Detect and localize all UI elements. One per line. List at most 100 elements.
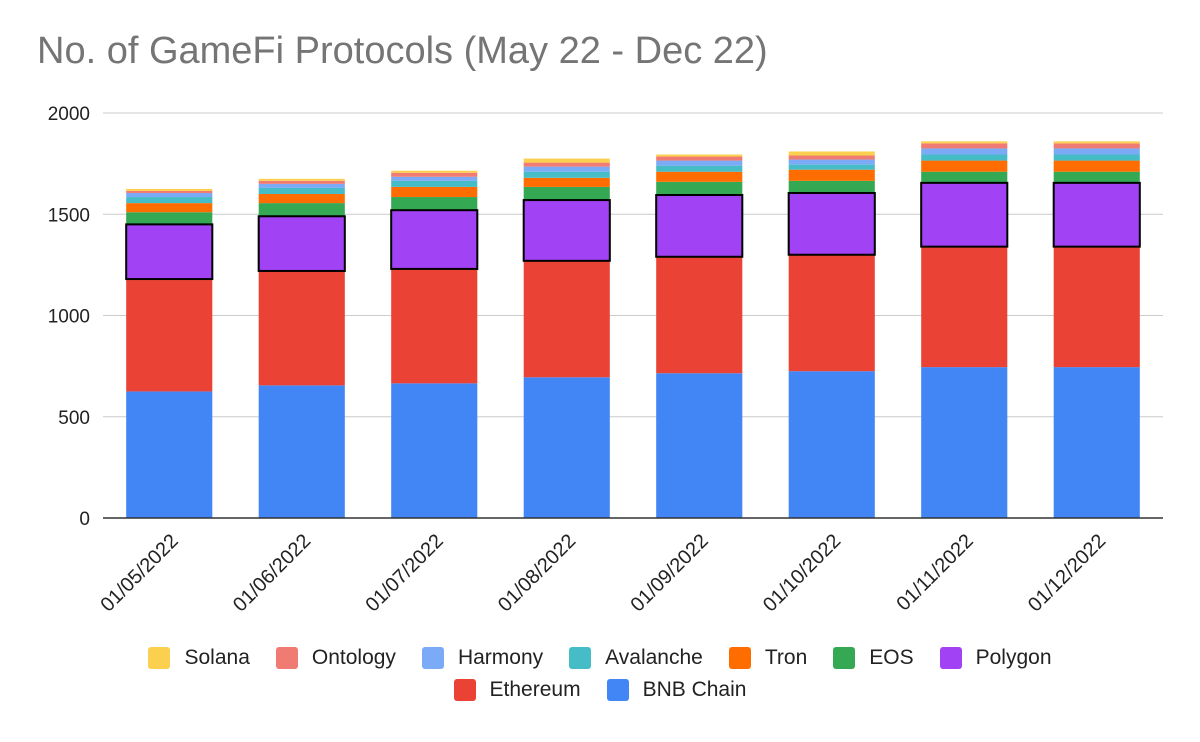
x-tick-label: 01/06/2022 xyxy=(229,530,315,616)
bar-segment-harmony xyxy=(391,176,478,181)
bar-segment-avalanche xyxy=(1053,154,1140,161)
bar-segment-polygon xyxy=(126,224,213,280)
bar-segment-tron xyxy=(788,169,875,181)
bar-segment-ethereum xyxy=(788,254,875,372)
x-tick-label: 01/09/2022 xyxy=(626,530,712,616)
bar-segment-eos xyxy=(523,186,610,201)
bar-segment-tron xyxy=(1053,160,1140,172)
bar-segment-bnb-chain xyxy=(126,391,213,518)
bar-segment-outline xyxy=(522,199,611,262)
bar-segment-avalanche xyxy=(126,197,213,204)
bar-segment-solana xyxy=(391,170,478,173)
bar-segment-ethereum xyxy=(921,246,1008,368)
bar-segment-eos xyxy=(1053,171,1140,183)
bar-segment-eos xyxy=(921,171,1008,183)
bar-segment-tron xyxy=(391,186,478,198)
bar-segment-solana xyxy=(126,188,213,191)
bar-segment-ontology xyxy=(126,190,213,193)
legend-swatch xyxy=(606,679,629,701)
x-tick-label: 01/12/2022 xyxy=(1024,530,1110,616)
bar-segment-ethereum xyxy=(126,279,213,392)
bar-segment-outline xyxy=(125,223,214,281)
legend-label: Solana xyxy=(184,646,250,669)
bar-segment-eos xyxy=(126,212,213,225)
legend-item-eos: EOS xyxy=(833,646,914,670)
bar-segment-bnb-chain xyxy=(523,377,610,518)
legend-item-harmony: Harmony xyxy=(421,646,543,670)
bar-segment-harmony xyxy=(258,183,345,188)
legend-label: Avalanche xyxy=(605,646,703,669)
bar-segment-ontology xyxy=(391,172,478,177)
y-tick-label: 2000 xyxy=(48,104,90,125)
legend-label: Polygon xyxy=(975,646,1052,669)
legend-label: Ethereum xyxy=(489,678,581,701)
legend-swatch xyxy=(833,647,856,669)
bar-segment-avalanche xyxy=(656,165,743,172)
legend-swatch xyxy=(275,647,298,669)
bar-segment-outline xyxy=(787,191,876,256)
bar-segment-solana xyxy=(921,141,1008,144)
bar-segment-ethereum xyxy=(1053,246,1140,368)
bar-segment-ontology xyxy=(523,162,610,167)
bar-segment-tron xyxy=(921,160,1008,172)
bar-segment-solana xyxy=(258,178,345,181)
legend-swatch xyxy=(939,647,962,669)
chart-title: No. of GameFi Protocols (May 22 - Dec 22… xyxy=(37,30,768,72)
y-tick-label: 1500 xyxy=(48,205,90,226)
legend-swatch xyxy=(569,647,592,669)
legend-item-bnb-chain: BNB Chain xyxy=(606,678,747,702)
bar-segment-polygon xyxy=(1053,182,1140,247)
bar-segment-eos xyxy=(258,203,345,217)
bar-segment-bnb-chain xyxy=(656,373,743,518)
bar-segment-ethereum xyxy=(391,268,478,384)
bars xyxy=(126,141,1140,518)
legend-swatch xyxy=(453,679,476,701)
bar-segment-ethereum xyxy=(258,270,345,386)
bar-segment-tron xyxy=(258,194,345,204)
bar-segment-tron xyxy=(656,171,743,182)
bar-segment-ethereum xyxy=(656,256,743,374)
legend-item-ethereum: Ethereum xyxy=(453,678,581,702)
y-tick-label: 0 xyxy=(79,509,90,530)
legend-item-avalanche: Avalanche xyxy=(569,646,703,670)
highlight-outlines xyxy=(125,181,1141,281)
legend-swatch xyxy=(148,647,171,669)
x-tick-label: 01/05/2022 xyxy=(96,530,182,616)
bar-segment-harmony xyxy=(126,192,213,198)
bar-segment-avalanche xyxy=(391,180,478,187)
legend-swatch xyxy=(728,647,751,669)
bar-segment-eos xyxy=(391,197,478,211)
bar-segment-avalanche xyxy=(921,154,1008,161)
legend-item-solana: Solana xyxy=(148,646,250,670)
bar-segment-eos xyxy=(656,181,743,196)
bar-segment-tron xyxy=(523,177,610,187)
bar-segment-polygon xyxy=(523,200,610,261)
bar-segment-ontology xyxy=(921,143,1008,149)
bar-segment-tron xyxy=(126,203,213,213)
x-tick-label: 01/10/2022 xyxy=(759,530,845,616)
y-tick-label: 1000 xyxy=(48,307,90,328)
legend-item-ontology: Ontology xyxy=(275,646,396,670)
legend-row: Solana Ontology Harmony Avalanche Tron EOS Pol… xyxy=(0,646,1200,670)
bar-segment-polygon xyxy=(391,210,478,269)
bar-segment-harmony xyxy=(523,166,610,172)
bar-segment-harmony xyxy=(921,148,1008,155)
bar-segment-outline xyxy=(655,194,744,258)
legend-row: Ethereum BNB Chain xyxy=(0,678,1200,702)
bar-segment-eos xyxy=(788,180,875,193)
legend-label: Tron xyxy=(764,646,808,669)
bar-segment-solana xyxy=(788,151,875,156)
bar-segment-avalanche xyxy=(523,171,610,178)
bar-segment-avalanche xyxy=(258,187,345,194)
bar-segment-ontology xyxy=(258,180,345,184)
legend-label: BNB Chain xyxy=(642,678,747,701)
y-axis-ticks: 0 500 1000 1500 2000 xyxy=(48,104,90,530)
bar-segment-outline xyxy=(1052,181,1141,248)
bar-segment-solana xyxy=(1053,141,1140,144)
bar-segment-harmony xyxy=(788,159,875,165)
bar-segment-polygon xyxy=(788,192,875,255)
bar-segment-outline xyxy=(390,209,479,270)
bar-segment-solana xyxy=(523,158,610,163)
bar-segment-avalanche xyxy=(788,164,875,170)
